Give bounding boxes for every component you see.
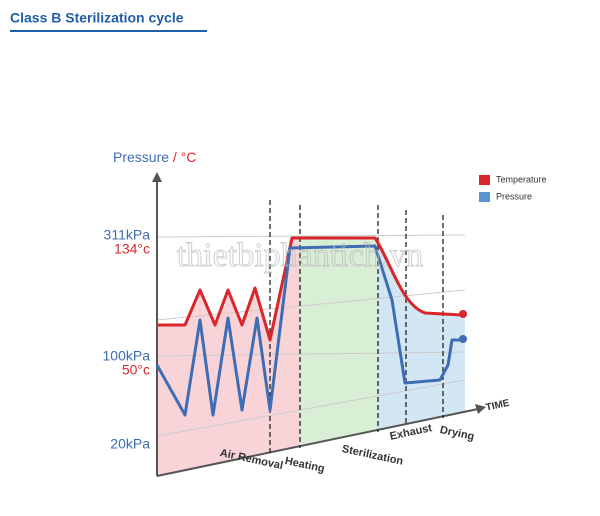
phase-label: Heating — [284, 455, 326, 475]
level-pressure: 311kPa — [104, 227, 151, 243]
legend-swatch — [479, 192, 490, 202]
temperature-curve — [157, 236, 463, 342]
y-axis-label: Pressure / °C — [113, 149, 196, 165]
grid-line — [156, 234, 466, 238]
phase-label: Sterilization — [341, 443, 405, 468]
y-label: Pressure — [113, 149, 169, 165]
level-pressure: 100kPa — [103, 348, 151, 364]
air-removal-region — [157, 238, 300, 475]
grid-line — [156, 289, 466, 321]
level-pressure: 20kPa — [110, 436, 150, 452]
pressure-end — [459, 335, 467, 343]
grid-line — [156, 379, 466, 437]
y-arrow — [152, 172, 162, 182]
level-temperature: 134°c — [114, 241, 150, 257]
sterilization-region — [300, 238, 378, 447]
grid-line — [156, 351, 466, 357]
pressure-curve — [155, 244, 462, 417]
title: Class B Sterilization cycle — [10, 10, 184, 26]
temperature-end — [459, 310, 467, 318]
x-axis-label: TIME — [485, 398, 511, 414]
level-temperature: 50°c — [122, 362, 150, 378]
phase-label: Drying — [439, 424, 476, 443]
legend-label: Pressure — [496, 191, 532, 201]
x-axis — [156, 408, 479, 477]
y-unit: / °C — [173, 149, 197, 165]
watermark: thietbiphantich.vn — [177, 237, 423, 274]
x-arrow — [475, 404, 486, 414]
legend-label: Temperature — [496, 174, 547, 184]
legend-swatch — [479, 175, 490, 185]
